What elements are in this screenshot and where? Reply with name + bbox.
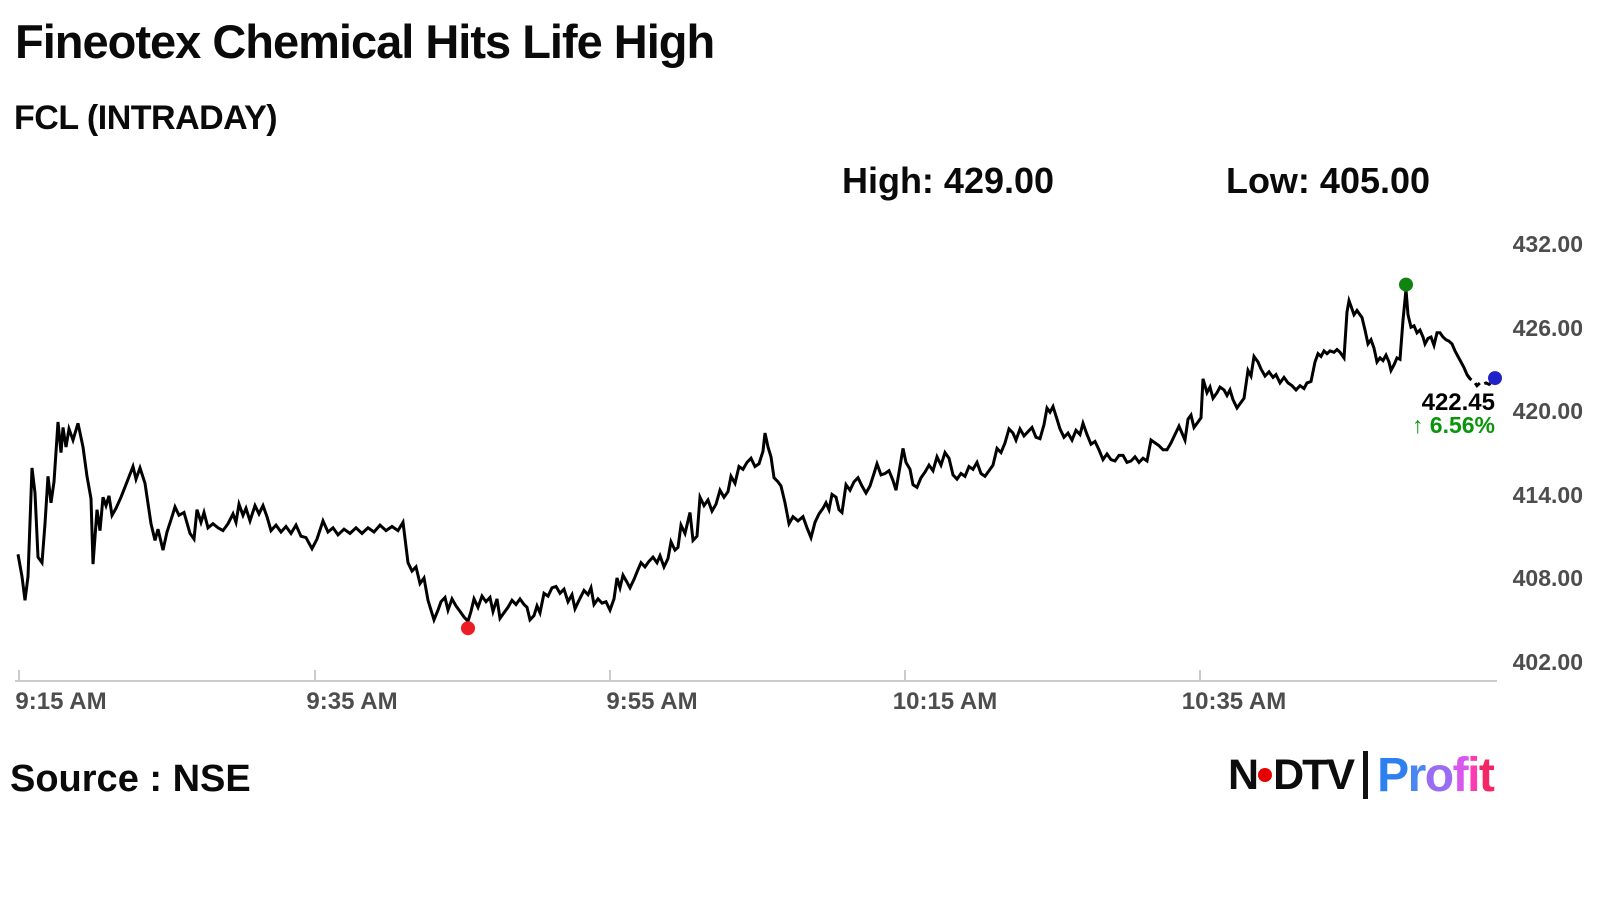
profit-letter: o bbox=[1424, 748, 1454, 802]
y-axis-label: 432.00 bbox=[1512, 231, 1583, 257]
page-title: Fineotex Chemical Hits Life High bbox=[15, 15, 715, 68]
profit-letter: t bbox=[1478, 748, 1495, 802]
low-value-label: Low: 405.00 bbox=[1225, 160, 1431, 201]
logo-divider bbox=[1363, 751, 1369, 799]
x-axis-label: 9:55 AM bbox=[606, 688, 698, 715]
last-price-label: 422.45 bbox=[1421, 389, 1495, 416]
y-axis-label: 402.00 bbox=[1512, 649, 1583, 675]
y-axis-label: 420.00 bbox=[1512, 398, 1583, 425]
change-percent-label: ↑ 6.56% bbox=[1411, 412, 1495, 438]
ndtv-letters-dtv: DTV bbox=[1273, 750, 1355, 799]
ndtv-letter-n: N bbox=[1228, 750, 1259, 799]
high-marker-dot bbox=[1399, 277, 1413, 292]
source-text: Source : NSE bbox=[10, 758, 251, 800]
profit-letter: i bbox=[1467, 748, 1480, 802]
x-axis-label: 10:35 AM bbox=[1181, 688, 1287, 715]
ndtv-wordmark: N DTV bbox=[1228, 750, 1355, 800]
y-axis-label: 426.00 bbox=[1512, 314, 1583, 341]
symbol-subtitle: FCL (INTRADAY) bbox=[14, 99, 278, 137]
profit-letter: P bbox=[1377, 748, 1409, 802]
last-marker-dot bbox=[1488, 371, 1502, 386]
y-axis-label: 414.00 bbox=[1512, 481, 1583, 508]
profit-letter: r bbox=[1407, 748, 1427, 802]
low-marker-dot bbox=[461, 621, 475, 636]
y-axis-label: 408.00 bbox=[1512, 565, 1583, 592]
x-axis-label: 9:15 AM bbox=[15, 688, 107, 715]
x-axis-label: 9:35 AM bbox=[306, 688, 398, 715]
ndtv-red-dot-icon bbox=[1258, 768, 1273, 782]
x-axis-label: 10:15 AM bbox=[892, 688, 998, 715]
profit-letter: f bbox=[1452, 748, 1469, 802]
high-value-label: High: 429.00 bbox=[841, 160, 1055, 201]
